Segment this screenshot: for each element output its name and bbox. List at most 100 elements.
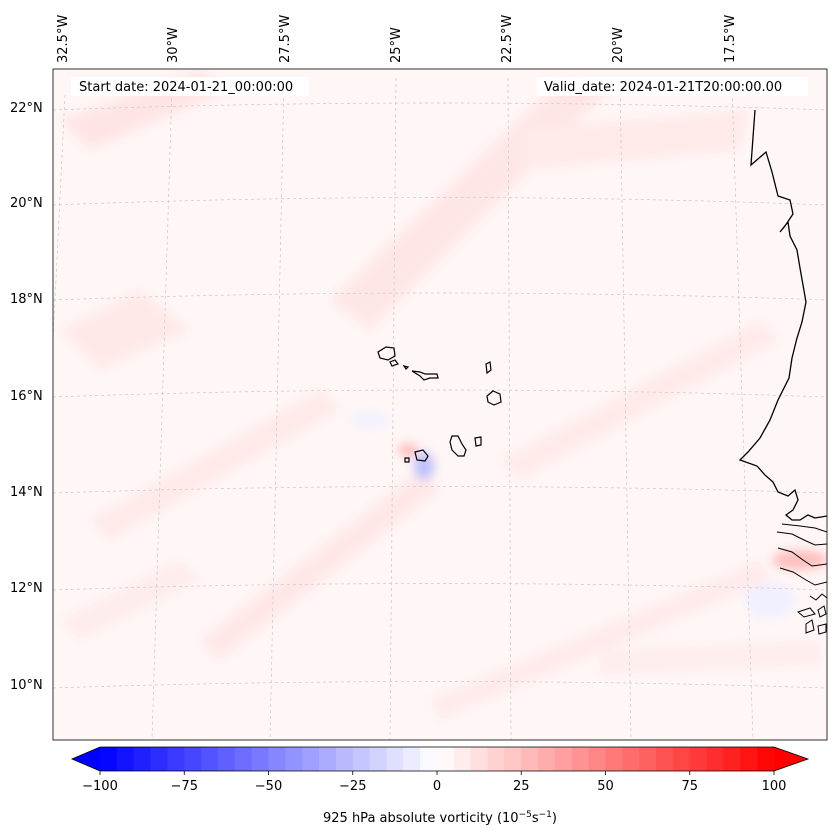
bijagos-island — [817, 623, 827, 635]
colorbar-cell — [234, 747, 253, 771]
bijagos-island — [796, 607, 816, 618]
gambia-river — [781, 523, 827, 533]
colorbar-cell — [437, 747, 455, 771]
colorbar-cell — [706, 747, 725, 771]
colorbar-cell — [201, 747, 219, 771]
latitude-labels: 22°N 20°N 18°N 16°N 14°N 12°N 10°N — [10, 101, 43, 693]
island-sao-vicente — [389, 359, 399, 367]
colorbar-cell — [251, 747, 270, 771]
parallel — [53, 292, 827, 301]
lat-label: 16°N — [10, 389, 43, 404]
colorbar-cell — [133, 747, 152, 771]
meridian — [151, 85, 173, 740]
colorbar-cell — [521, 747, 539, 771]
colorbar-cell — [538, 747, 556, 771]
lon-label: 30°W — [166, 27, 181, 63]
lat-label: 14°N — [10, 485, 43, 500]
colorbar: −100 −75 −50 −25 0 25 50 75 100 925 hPa absolute… — [70, 746, 810, 826]
meridian — [53, 94, 66, 341]
colorbar-cell — [100, 747, 118, 771]
colorbar-cell — [740, 747, 758, 771]
colorbar-cell — [167, 747, 185, 771]
map-frame — [52, 68, 828, 741]
colorbar-cells — [100, 747, 775, 771]
bijagos-island — [817, 605, 827, 618]
colorbar-cell — [420, 747, 438, 771]
vorticity-minimum — [414, 452, 434, 480]
lon-label: 22.5°W — [500, 15, 515, 63]
meridian — [507, 77, 512, 740]
vorticity-streak — [200, 470, 440, 660]
colorbar-cell — [403, 747, 421, 771]
colorbar-cell — [184, 747, 202, 771]
vorticity-streak — [60, 290, 190, 370]
parallel — [53, 583, 827, 591]
lon-label: 32.5°W — [56, 15, 71, 63]
island-brava — [404, 457, 410, 463]
colorbar-cell — [150, 747, 168, 771]
colorbar-cell — [605, 747, 623, 771]
colorbar-cell — [622, 747, 640, 771]
colorbar-cell — [335, 747, 354, 771]
colorbar-cell — [319, 747, 337, 771]
vorticity-minimum — [745, 582, 795, 618]
vorticity-streak — [90, 390, 340, 540]
colorbar-cell — [217, 747, 236, 771]
lon-label: 25°W — [389, 27, 404, 63]
colorbar-cell — [302, 747, 320, 771]
colorbar-tick-label: 100 — [762, 779, 787, 794]
parallel — [53, 681, 827, 689]
island-sao-nicolau — [411, 370, 439, 381]
colorbar-cell — [453, 747, 472, 771]
colorbar-cell — [571, 747, 590, 771]
guinea-coast — [809, 593, 827, 601]
colorbar-cell — [723, 747, 741, 771]
colorbar-label: 925 hPa absolute vorticity (10−5s−1) — [323, 810, 557, 826]
lat-label: 18°N — [10, 292, 43, 307]
island-santiago — [449, 435, 467, 457]
island-santo-antao — [377, 346, 396, 361]
colorbar-tick-label: −25 — [339, 779, 366, 794]
colorbar-ticks: −100 −75 −50 −25 0 25 50 75 100 — [82, 771, 786, 794]
colorbar-cell — [369, 747, 388, 771]
vorticity-streak — [520, 110, 750, 170]
colorbar-cell — [470, 747, 489, 771]
colorbar-cell — [639, 747, 657, 771]
colorbar-cell — [757, 747, 775, 771]
meridian — [619, 79, 632, 740]
island-boa-vista — [486, 390, 502, 406]
colorbar-cell — [672, 747, 691, 771]
colorbar-cell — [268, 747, 286, 771]
lon-label: 20°W — [611, 27, 626, 63]
meridian — [731, 85, 754, 740]
africa-coastline — [738, 109, 827, 521]
colorbar-cell — [285, 747, 303, 771]
vorticity-streak — [430, 560, 770, 720]
vorticity-streak — [500, 320, 780, 480]
start-date-box — [71, 77, 309, 96]
bijagos-island — [805, 619, 815, 634]
guinea-bissau-coast — [776, 531, 827, 546]
parallel — [53, 389, 827, 398]
island-fogo — [414, 449, 429, 462]
vorticity-maximum — [772, 550, 827, 570]
parallel — [53, 197, 827, 206]
colorbar-cell — [487, 747, 505, 771]
vorticity-streak — [60, 560, 200, 640]
island-maio — [474, 436, 482, 447]
colorbar-extend-max — [774, 747, 808, 771]
colorbar-cell — [656, 747, 674, 771]
colorbar-cell — [504, 747, 522, 771]
guinea-coast — [779, 567, 827, 586]
colorbar-tick-label: −75 — [171, 779, 198, 794]
island-santa-luzia — [402, 365, 410, 370]
colorbar-cell — [554, 747, 573, 771]
longitude-labels: 32.5°W 30°W 27.5°W 25°W 22.5°W 20°W 17.5… — [56, 15, 738, 63]
start-date-label: Start date: 2024-01-21_00:00:00 — [79, 80, 293, 95]
colorbar-cell — [689, 747, 708, 771]
colorbar-cell — [588, 747, 607, 771]
colorbar-tick-label: 50 — [597, 779, 614, 794]
colorbar-tick-label: −100 — [82, 779, 118, 794]
parallel — [53, 102, 827, 111]
